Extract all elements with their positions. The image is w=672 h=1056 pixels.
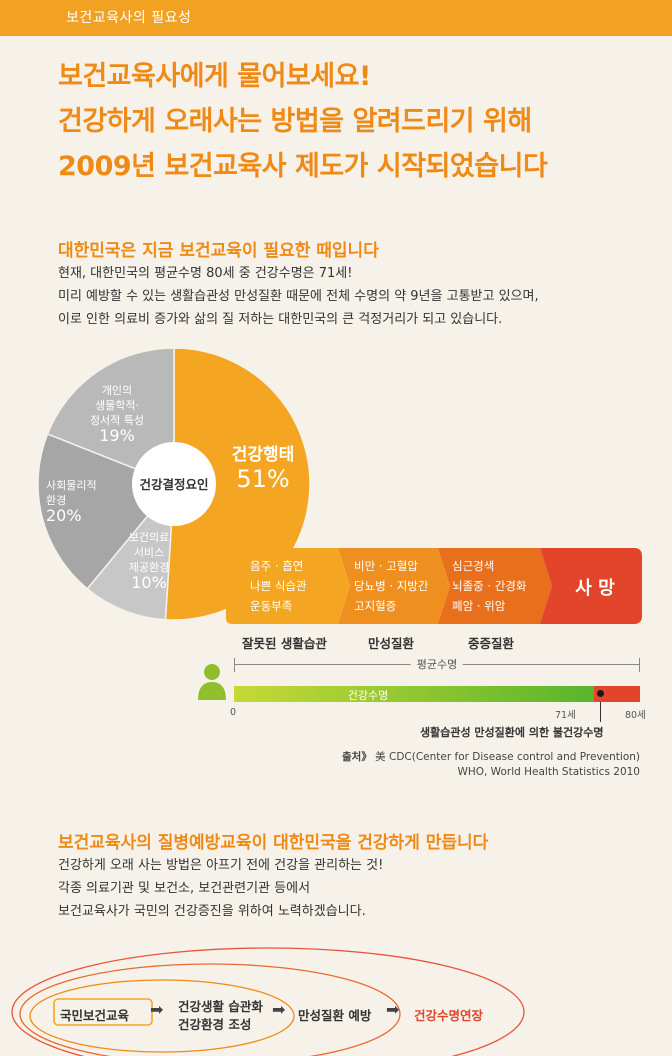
slice-value-social: 20% bbox=[46, 506, 82, 525]
slice-value-biological: 19% bbox=[99, 426, 135, 445]
flow-stage-2-label: 만성질환 bbox=[368, 636, 415, 651]
outer-ellipse bbox=[11, 947, 525, 1056]
bottom-step-1: 국민보건교육 bbox=[60, 1008, 130, 1023]
tick-80: 80세 bbox=[625, 710, 646, 721]
source-line-1: 美 CDC(Center for Disease control and Pre… bbox=[375, 751, 640, 763]
slice-label-social: 사회물리적 환경 20% bbox=[46, 478, 122, 525]
average-lifespan-label: 평균수명 bbox=[410, 656, 464, 672]
headline-line-1: 보건교육사에게 물어보세요! bbox=[58, 61, 371, 92]
slice-label-behavior: 건강행태 51% bbox=[218, 440, 308, 493]
flow-stage-death: 사 망 bbox=[575, 578, 615, 599]
flow-stage-2-items: 비만 · 고혈압 당뇨병 · 지방간 고지혈증 bbox=[354, 559, 429, 613]
average-lifespan-bracket: 평균수명 bbox=[234, 656, 640, 674]
person-icon bbox=[198, 664, 226, 700]
flow-chevron-2 bbox=[338, 548, 450, 624]
flow-stage-1-label: 잘못된 생활습관 bbox=[242, 636, 327, 651]
source-citation: 출처》 美 CDC(Center for Disease control and… bbox=[342, 750, 640, 780]
arrow-icon-1: ➡ bbox=[150, 1000, 164, 1019]
top-bar bbox=[0, 0, 672, 36]
pie-center-label: 건강결정요인 bbox=[139, 477, 208, 492]
source-line-2: WHO, World Health Statistics 2010 bbox=[457, 766, 640, 778]
bottom-step-4: 건강수명연장 bbox=[414, 1008, 484, 1023]
source-prefix: 출처》 bbox=[342, 751, 372, 763]
flow-chevron-1 bbox=[226, 548, 350, 624]
tick-71: 71세 bbox=[555, 710, 576, 721]
section1-line-3: 이로 인한 의료비 증가와 삶의 질 저하는 대한민국의 큰 걱정거리가 되고 … bbox=[58, 312, 503, 327]
tick-0: 0 bbox=[230, 707, 237, 718]
bottom-step-3: 만성질환 예방 bbox=[298, 1008, 372, 1023]
section2-title: 보건교육사의 질병예방교육이 대한민국을 건강하게 만듭니다 bbox=[58, 833, 489, 853]
disease-flow-arrows bbox=[226, 548, 642, 624]
section-title: 보건교육사의 필요성 bbox=[66, 10, 192, 26]
healthy-lifespan-fill bbox=[234, 686, 595, 702]
section2-line-1: 건강하게 오래 사는 방법은 아프기 전에 건강을 관리하는 것! bbox=[58, 858, 384, 873]
healthy-lifespan-label: 건강수명 bbox=[347, 689, 389, 702]
section1-paragraph: 현재, 대한민국의 평균수명 80세 중 건강수명은 71세! 미리 예방할 수… bbox=[58, 262, 539, 331]
section2-paragraph: 건강하게 오래 사는 방법은 아프기 전에 건강을 관리하는 것! 각종 의료기… bbox=[58, 854, 383, 923]
arrow-icon-3: ➡ bbox=[386, 1000, 400, 1019]
slice-biological bbox=[46, 347, 175, 486]
section1-line-1: 현재, 대한민국의 평균수명 80세 중 건강수명은 71세! bbox=[58, 266, 353, 281]
flow-stage-3-items: 심근경색 뇌졸중 · 간경화 폐암 · 위암 bbox=[452, 559, 527, 613]
flow-stage-1-items: 음주 · 흡연 나쁜 식습관 운동부족 bbox=[250, 559, 307, 613]
headline-line-3: 2009년 보건교육사 제도가 시작되었습니다 bbox=[58, 151, 548, 182]
unhealthy-pointer-line bbox=[600, 702, 601, 722]
slice-value-behavior: 51% bbox=[236, 465, 290, 493]
slice-value-medical: 10% bbox=[131, 573, 167, 592]
slice-label-biological: 개인의 생물학적· 정서적 특성 19% bbox=[82, 383, 152, 445]
inner-ellipse bbox=[29, 979, 295, 1053]
flow-chevron-3 bbox=[438, 548, 552, 624]
pie-center-circle bbox=[132, 442, 216, 526]
flow-chevron-4 bbox=[540, 548, 642, 624]
headline-line-2: 건강하게 오래사는 방법을 알려드리기 위해 bbox=[58, 106, 532, 137]
flow-stage-3-label: 중증질환 bbox=[468, 636, 515, 651]
section1-line-2: 미리 예방할 수 있는 생활습관성 만성질환 때문에 전체 수명의 약 9년을 … bbox=[58, 289, 539, 304]
slice-label-medical: 보건의료 서비스 제공환경 10% bbox=[116, 530, 182, 592]
bottom-ellipses bbox=[11, 947, 525, 1056]
section2-line-2: 각종 의료기관 및 보건소, 보건관련기관 등에서 bbox=[58, 881, 311, 896]
section1-title: 대한민국은 지금 보건교육이 필요한 때입니다 bbox=[58, 241, 379, 261]
section2-line-3: 보건교육사가 국민의 건강증진을 위하여 노력하겠습니다. bbox=[58, 904, 366, 919]
arrow-icon-2: ➡ bbox=[272, 1000, 286, 1019]
step1-box bbox=[53, 998, 153, 1026]
lifespan-bar: 건강수명 bbox=[234, 686, 640, 702]
middle-ellipse bbox=[19, 963, 401, 1056]
unhealthy-marker-dot bbox=[597, 690, 604, 697]
unhealthy-lifespan-note: 생활습관성 만성질환에 의한 불건강수명 bbox=[420, 726, 604, 739]
bottom-step-2: 건강생활 습관화 건강환경 조성 bbox=[178, 999, 263, 1032]
